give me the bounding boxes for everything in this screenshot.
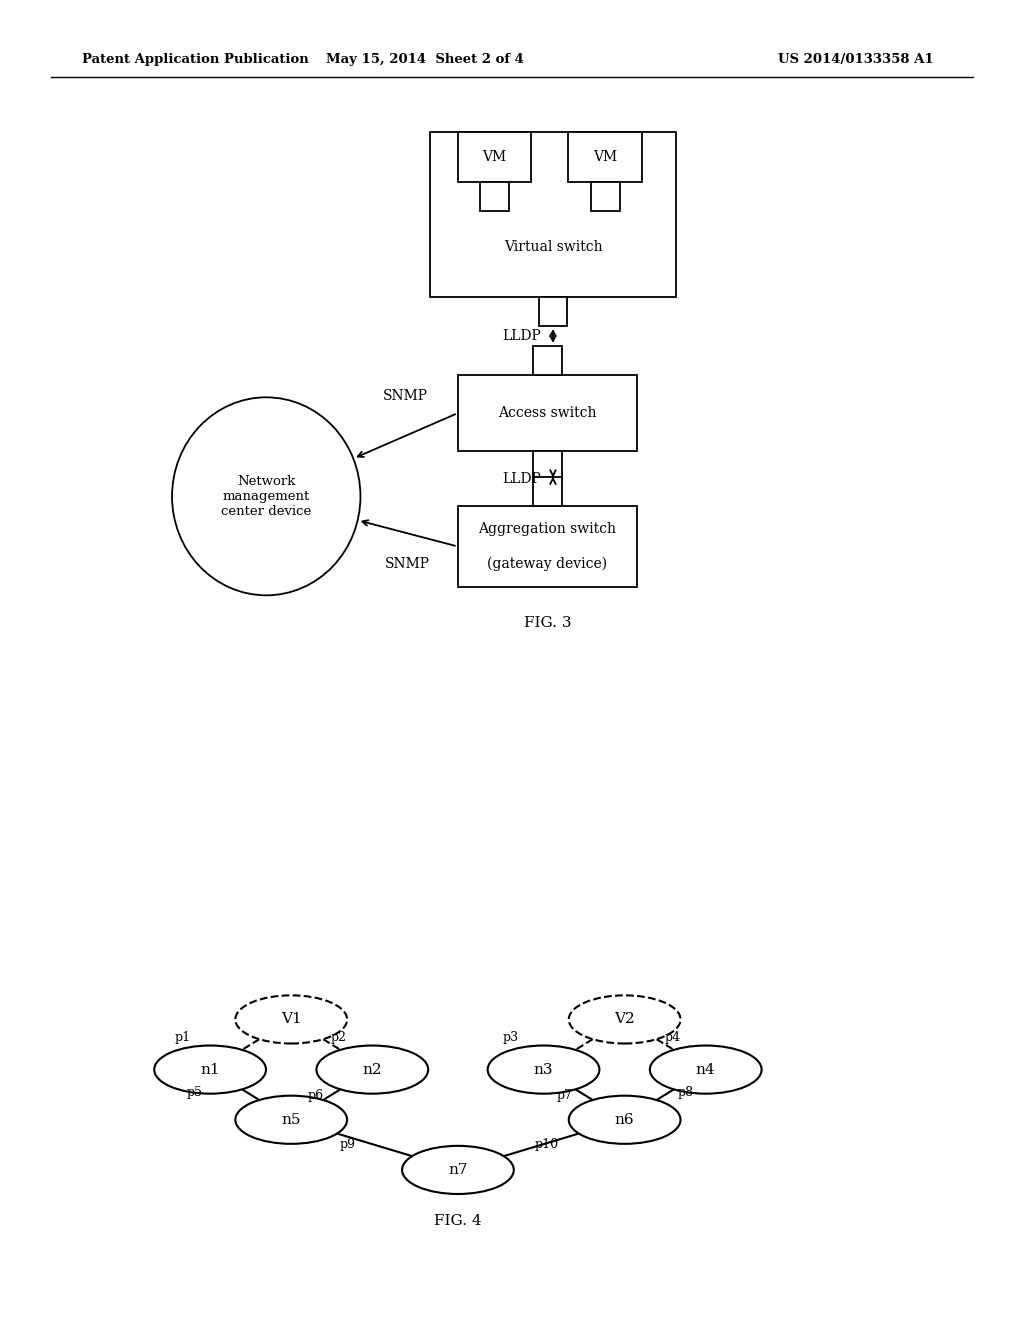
Text: US 2014/0133358 A1: US 2014/0133358 A1 (778, 53, 934, 66)
Text: p9: p9 (340, 1138, 356, 1151)
Text: p10: p10 (535, 1138, 558, 1151)
Text: (gateway device): (gateway device) (487, 557, 607, 570)
Text: n3: n3 (534, 1063, 553, 1077)
Text: Network
management
center device: Network management center device (221, 475, 311, 517)
Text: n4: n4 (696, 1063, 716, 1077)
Text: V1: V1 (281, 1012, 302, 1027)
Ellipse shape (568, 995, 681, 1044)
Text: FIG. 3: FIG. 3 (524, 616, 571, 630)
Bar (458, 506, 637, 587)
Ellipse shape (568, 1096, 681, 1144)
Text: p6: p6 (307, 1089, 324, 1102)
Ellipse shape (236, 1096, 347, 1144)
Text: LLDP: LLDP (502, 329, 541, 343)
Ellipse shape (402, 1146, 514, 1195)
Text: p4: p4 (665, 1031, 681, 1044)
Text: VM: VM (593, 150, 617, 164)
Bar (480, 182, 509, 211)
Bar (539, 297, 567, 326)
Text: FIG. 4: FIG. 4 (434, 1214, 481, 1228)
Text: n1: n1 (201, 1063, 220, 1077)
Text: Patent Application Publication: Patent Application Publication (82, 53, 308, 66)
Text: p1: p1 (175, 1031, 191, 1044)
Ellipse shape (172, 397, 360, 595)
Bar (532, 477, 561, 506)
Bar (532, 451, 561, 480)
Text: p3: p3 (502, 1031, 518, 1044)
Ellipse shape (316, 1045, 428, 1094)
Ellipse shape (650, 1045, 762, 1094)
Text: p2: p2 (331, 1031, 347, 1044)
Text: VM: VM (482, 150, 507, 164)
Text: n6: n6 (614, 1113, 635, 1127)
Text: Aggregation switch: Aggregation switch (478, 523, 616, 536)
Text: LLDP: LLDP (502, 471, 541, 486)
Text: n2: n2 (362, 1063, 382, 1077)
Text: Access switch: Access switch (498, 407, 597, 420)
Ellipse shape (236, 995, 347, 1044)
Text: Virtual switch: Virtual switch (504, 240, 602, 253)
Text: p8: p8 (678, 1085, 694, 1098)
Text: p7: p7 (556, 1089, 572, 1102)
Bar (591, 182, 620, 211)
Text: n7: n7 (449, 1163, 468, 1177)
Ellipse shape (155, 1045, 266, 1094)
Bar (430, 132, 676, 297)
Ellipse shape (487, 1045, 599, 1094)
Bar (458, 132, 531, 182)
Bar (568, 132, 642, 182)
Bar (458, 375, 637, 451)
Text: SNMP: SNMP (385, 557, 430, 572)
Text: p5: p5 (186, 1085, 203, 1098)
Bar (532, 346, 561, 375)
Text: V2: V2 (614, 1012, 635, 1027)
Text: May 15, 2014  Sheet 2 of 4: May 15, 2014 Sheet 2 of 4 (326, 53, 524, 66)
Text: n5: n5 (282, 1113, 301, 1127)
Text: SNMP: SNMP (383, 388, 428, 403)
